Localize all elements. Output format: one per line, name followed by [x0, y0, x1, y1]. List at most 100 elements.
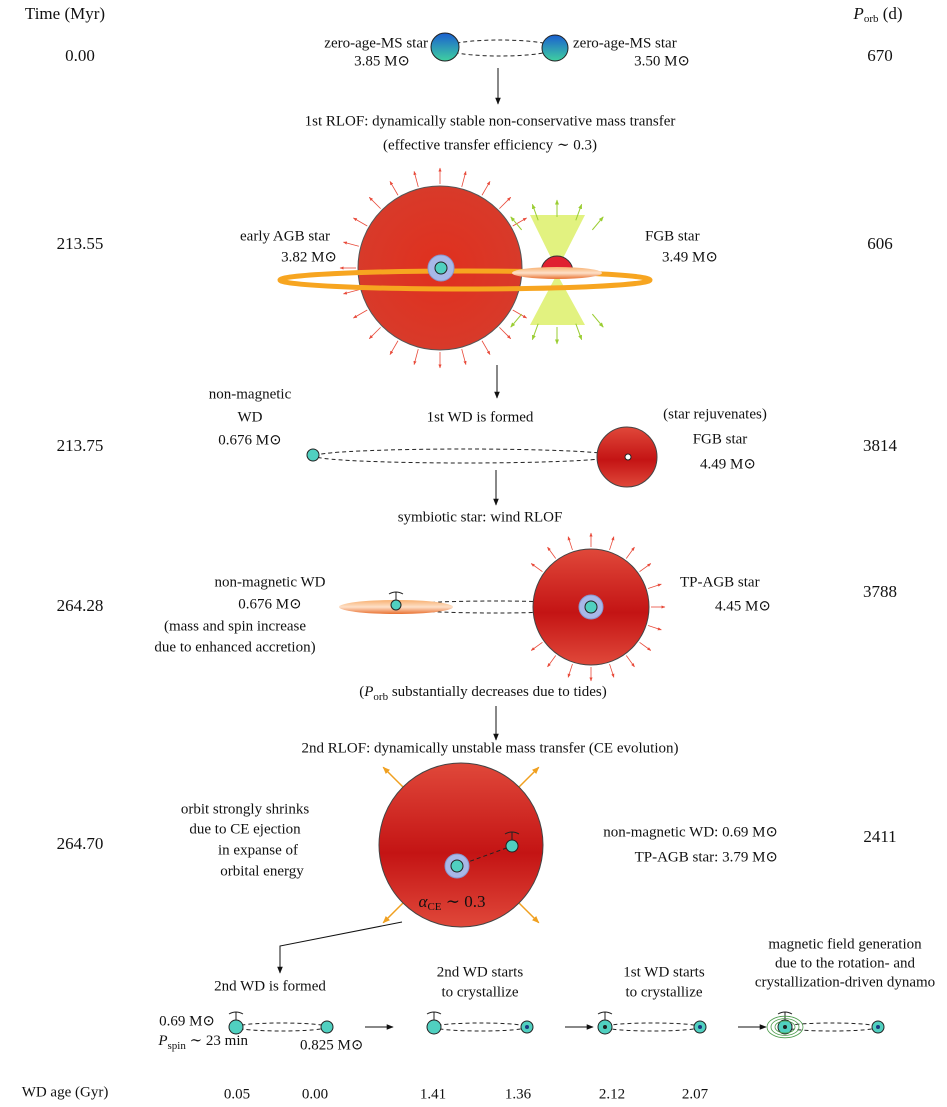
porb-header: Porb (d) [852, 4, 902, 25]
label: 4.45 M⊙ [715, 598, 771, 614]
jet-arrow [591, 313, 604, 328]
wind-arrow [625, 546, 635, 559]
subscript: spin [168, 1040, 187, 1052]
wind-arrow [413, 349, 419, 365]
wind-arrow [481, 340, 491, 355]
label: (star rejuvenates) [663, 406, 767, 422]
wd-age: 1.41 [420, 1086, 446, 1102]
label: non-magnetic WD [215, 574, 326, 590]
subscript: orb [864, 13, 879, 25]
label: FGB star [645, 228, 700, 244]
label: 3.49 M⊙ [662, 249, 718, 265]
jet-arrows [510, 199, 604, 345]
orbit [604, 1022, 701, 1032]
label: 0.69 M⊙ [159, 1013, 215, 1029]
text: ∼ 0.3 [442, 892, 486, 911]
wind-arrow [530, 641, 543, 651]
wind-arrow [369, 197, 381, 209]
wd-age-label: WD age (Gyr) [22, 1084, 109, 1100]
panel-title: crystallization-driven dynamo [755, 974, 935, 990]
label: 0.676 M⊙ [218, 432, 281, 448]
label: due to CE ejection [189, 821, 301, 837]
binaries [228, 1011, 885, 1039]
jet [530, 274, 585, 325]
panel-title: 2nd WD is formed [214, 978, 326, 994]
wind-arrow [499, 197, 511, 209]
field [774, 1020, 796, 1034]
wind-arrow [461, 171, 467, 187]
symbol: P [363, 684, 373, 700]
crystal-core [783, 1025, 787, 1029]
subscript: CE [427, 901, 441, 913]
wind-arrow [353, 217, 368, 227]
time-header: Time (Myr) [25, 4, 105, 23]
jet [530, 215, 585, 270]
time: 0.00 [65, 46, 95, 65]
symbol: P [852, 4, 863, 23]
label: due to enhanced accretion) [154, 639, 315, 655]
time: 264.28 [57, 596, 104, 615]
jet-arrow [591, 216, 604, 231]
crystal-core [525, 1025, 529, 1029]
label: zero-age-MS star [573, 35, 677, 51]
label: 0.676 M⊙ [238, 596, 301, 612]
wd-age: 0.05 [224, 1086, 250, 1102]
label: in expanse of [218, 842, 298, 858]
wind-arrow [567, 536, 573, 551]
transition: (effective transfer efficiency ∼ 0.3) [383, 137, 597, 153]
wind-arrow [343, 289, 359, 295]
label: 0.825 M⊙ [300, 1037, 363, 1053]
spin [426, 1011, 442, 1020]
label: orbit strongly shrinks [181, 801, 309, 817]
symbol: P [157, 1033, 167, 1049]
orbit [235, 1022, 328, 1032]
crystal-core [876, 1025, 880, 1029]
panel-title: 2nd WD starts [437, 964, 524, 980]
wind-arrow [413, 171, 419, 187]
text: substantially decreases due to tides) [388, 684, 607, 700]
arrow [277, 921, 403, 974]
core [450, 859, 464, 873]
label: WD [238, 409, 263, 425]
wd-age: 1.36 [505, 1086, 532, 1102]
jet-arrow [510, 313, 523, 328]
white-dwarf [426, 1019, 442, 1035]
transition: 1st WD is formed [427, 409, 534, 425]
orbit [314, 448, 616, 464]
unit: (d) [878, 4, 902, 23]
time: 264.70 [57, 834, 104, 853]
core [434, 261, 448, 275]
label: (mass and spin increase [164, 618, 306, 634]
spin [228, 1011, 244, 1020]
time: 213.75 [57, 436, 104, 455]
wd-age: 2.12 [599, 1086, 625, 1102]
label: TP-AGB star [680, 574, 760, 590]
white-dwarf [505, 839, 519, 853]
label: 3.50 M⊙ [634, 53, 690, 69]
wind-arrow [567, 663, 573, 678]
symbol: α [419, 892, 429, 911]
wind-arrow [461, 349, 467, 365]
porb: 670 [867, 46, 893, 65]
wind-arrow [647, 583, 662, 589]
wind-arrow [639, 563, 652, 573]
star [541, 34, 569, 62]
jet-arrow [510, 216, 523, 231]
panel-title: 1st WD starts [623, 964, 705, 980]
panel-title: magnetic field generation [768, 936, 922, 952]
wind-arrow [512, 217, 527, 227]
ring [277, 268, 653, 292]
orbit [433, 1022, 528, 1032]
porb: 3814 [863, 436, 898, 455]
text: ∼ 23 min [186, 1033, 249, 1049]
spin [597, 1011, 613, 1020]
label: non-magnetic WD: 0.69 M⊙ [603, 824, 778, 840]
white-dwarf [390, 599, 402, 611]
label: FGB star [693, 431, 748, 447]
disk [512, 267, 602, 279]
subscript: orb [373, 691, 388, 703]
wd-age: 2.07 [682, 1086, 709, 1102]
spin [504, 831, 520, 840]
wind [530, 532, 666, 682]
label: non-magnetic [209, 386, 292, 402]
